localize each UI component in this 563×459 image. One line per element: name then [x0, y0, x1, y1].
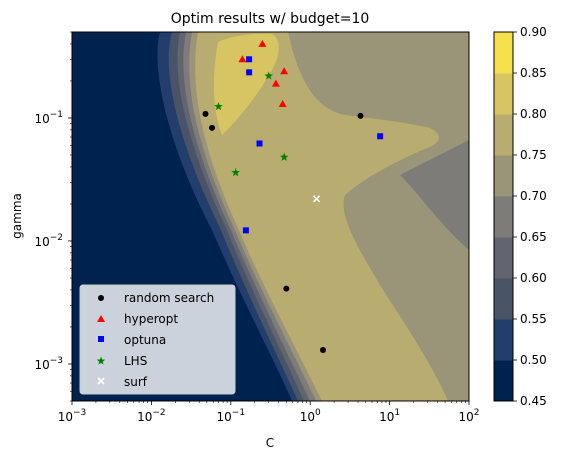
random-search-point	[202, 110, 209, 117]
lhs-point	[264, 71, 273, 80]
colorbar-tick-label: 0.85	[520, 66, 547, 80]
x-tick-label-base: 10	[217, 410, 232, 424]
y-tick-label: 10−3	[34, 356, 63, 372]
x-tick-label-exponent: 1	[394, 408, 400, 418]
optuna-point	[377, 133, 384, 140]
colorbar-tick-label: 0.45	[520, 394, 547, 408]
lhs-point	[231, 168, 240, 177]
x-tick-label: 100	[300, 408, 321, 424]
colorbar-band	[494, 32, 513, 74]
colorbar-tick-label: 0.75	[520, 148, 547, 162]
x-tick-label: 10−2	[137, 408, 166, 424]
x-tick-label-base: 10	[458, 410, 473, 424]
x-tick-label-exponent: −2	[152, 408, 165, 418]
contour-band-0.75	[195, 32, 448, 401]
x-axis-label: C	[266, 436, 274, 450]
colorbar-band	[494, 73, 513, 115]
legend-label-surf: surf	[124, 375, 148, 389]
legend-label-optuna: optuna	[124, 333, 166, 347]
x-tick-label-base: 10	[137, 410, 152, 424]
lhs-point	[214, 101, 223, 111]
hyperopt-point	[271, 79, 280, 87]
legend-entry-optuna: optuna	[98, 333, 166, 347]
colorbar-tick-label: 0.65	[520, 230, 547, 244]
colorbar-band	[494, 196, 513, 238]
hyperopt-point	[278, 99, 287, 107]
x-tick-label-exponent: 0	[315, 408, 321, 418]
colorbar-tick-label: 0.60	[520, 271, 547, 285]
lhs-point	[279, 152, 289, 161]
legend: random search hyperopt optuna LHS surf	[79, 284, 236, 395]
hyperopt-point	[238, 55, 247, 63]
colorbar-bands	[494, 32, 513, 402]
y-tick-label-base: 10	[34, 235, 49, 249]
colorbar-tick-label: 0.70	[520, 189, 547, 203]
y-tick-label-base: 10	[34, 112, 49, 126]
optuna-point	[246, 56, 253, 63]
colorbar-band	[494, 155, 513, 197]
random-search-point	[283, 285, 290, 292]
x-tick-label: 102	[458, 408, 479, 424]
y-axis-label: gamma	[10, 193, 24, 239]
x-ticks: 10−3 10−2 10−1 100 101 102	[58, 401, 480, 424]
colorbar: 0.45 0.50 0.55 0.60 0.65 0.70 0.75 0.80 0.85 0.90	[493, 25, 547, 408]
legend-entry-surf: surf	[97, 375, 148, 389]
colorbar-band	[494, 114, 513, 156]
y-tick-label-exponent: −2	[50, 233, 63, 243]
optuna-point	[246, 69, 253, 76]
y-tick-label-exponent: −3	[50, 356, 63, 366]
legend-entry-lhs: LHS	[96, 354, 147, 368]
surf-point	[312, 195, 321, 203]
x-tick-label: 10−3	[58, 408, 87, 424]
hyperopt-point	[258, 39, 267, 47]
x-tick-label-exponent: 2	[474, 408, 480, 418]
colorbar-band	[494, 319, 513, 361]
x-tick-label-base: 10	[379, 410, 394, 424]
legend-label-lhs: LHS	[124, 354, 147, 368]
x-axis: 10−3 10−2 10−1 100 101 102 C	[58, 401, 480, 450]
plot-area: random search hyperopt optuna LHS surf	[71, 31, 470, 402]
legend-label-random-search: random search	[124, 291, 214, 305]
colorbar-band	[494, 278, 513, 320]
legend-entry-hyperopt: hyperopt	[97, 312, 178, 326]
contour-band-0.80	[213, 33, 279, 136]
legend-label-hyperopt: hyperopt	[124, 312, 178, 326]
y-axis: 10−310−210−1 gamma	[10, 31, 72, 402]
legend-entry-random-search: random search	[98, 291, 214, 305]
optuna-point	[242, 227, 249, 234]
colorbar-tick-label: 0.50	[520, 353, 547, 367]
y-ticks: 10−310−210−1	[34, 31, 72, 402]
legend-box	[79, 284, 236, 395]
chart-title: Optim results w/ budget=10	[171, 11, 370, 27]
y-tick-label-base: 10	[34, 358, 49, 372]
colorbar-band	[494, 237, 513, 279]
y-tick-label-exponent: −1	[50, 110, 63, 120]
random-search-point	[320, 346, 327, 353]
colorbar-tick-label: 0.80	[520, 107, 547, 121]
optuna-point	[256, 140, 263, 147]
random-search-point	[357, 112, 364, 119]
x-tick-label: 10−1	[217, 408, 246, 424]
x-tick-label: 101	[379, 408, 400, 424]
colorbar-band	[494, 360, 513, 402]
y-tick-label: 10−2	[34, 233, 63, 249]
hyperopt-point	[280, 67, 289, 75]
plot-frame	[71, 31, 470, 402]
colorbar-tick-label: 0.55	[520, 312, 547, 326]
colorbar-frame	[493, 31, 514, 402]
colorbar-ticks: 0.45 0.50 0.55 0.60 0.65 0.70 0.75 0.80 0.85 0.90	[513, 25, 547, 408]
y-tick-label: 10−1	[34, 110, 63, 126]
random-search-point	[209, 124, 216, 131]
x-tick-label-base: 10	[58, 410, 73, 424]
scatter-points	[202, 39, 384, 353]
contour-surface	[72, 32, 469, 401]
x-tick-label-exponent: −1	[232, 408, 245, 418]
x-tick-label-exponent: −3	[73, 408, 86, 418]
x-tick-label-base: 10	[300, 410, 315, 424]
colorbar-tick-label: 0.90	[520, 25, 547, 39]
